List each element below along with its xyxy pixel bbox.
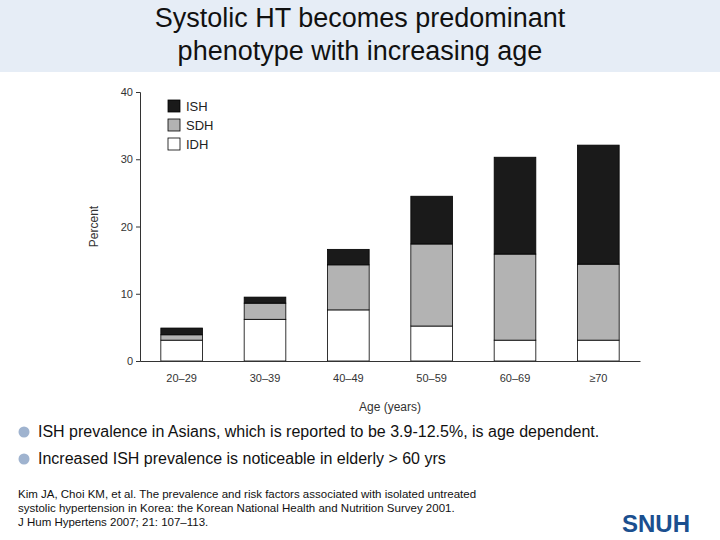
bar-series [161,310,619,361]
bar [411,196,453,244]
tick: 50–59 [416,361,447,384]
tick-label: 0 [127,355,133,367]
legend-item: ISH [168,99,208,114]
bar [161,335,203,340]
legend-swatch [168,119,180,131]
tick-label: 20–29 [166,372,197,384]
citation-line: Kim JA, Choi KM, et al. The prevalence a… [18,488,476,500]
bullet-marker [19,454,30,465]
citation-line: systolic hypertension in Korea: the Kore… [18,502,455,514]
tick-label: 60–69 [500,372,531,384]
tick-label: 40 [121,86,133,98]
bar [161,328,203,335]
legend-swatch [168,100,180,112]
tick: 20–29 [166,361,197,384]
bar-series [161,244,619,340]
axis-line [141,361,641,362]
page: {"chart_data": {"type": "bar", "title": … [0,0,720,540]
tick: 40–49 [333,361,364,384]
bullet-marker [19,427,30,438]
tick-label: 30–39 [250,372,281,384]
legend-item: IDH [168,137,208,152]
bar [328,249,370,264]
tick-label: ≥70 [589,372,607,384]
tick-label: 50–59 [416,372,447,384]
bar [494,157,536,254]
bar [578,264,620,340]
bullet-text: Increased ISH prevalence is noticeable i… [38,450,446,467]
tick: 20 [121,221,140,233]
bar [578,340,620,361]
bar-series [161,145,619,335]
tick-mark [136,159,140,160]
bar [161,340,203,361]
tick-label: 30 [121,153,133,165]
tick-mark [136,92,140,93]
bar [578,145,620,264]
tick: 40 [121,86,140,98]
tick: 30 [121,153,140,165]
chart: 0 10 20 30 40 20–29 30–39 40–49 50–59 60–69 ≥70 Age… [0,0,720,540]
y-axis-title: Percent [87,205,101,247]
citation: Kim JA, Choi KM, et al. The prevalence a… [18,488,476,528]
bar [411,244,453,326]
tick: 0 [127,355,140,367]
tick: 60–69 [500,361,531,384]
tick: 10 [121,288,140,300]
bar [328,265,370,310]
bullets: ISH prevalence in Asians, which is repor… [19,423,600,467]
tick-mark [136,227,140,228]
legend-label: IDH [186,137,208,152]
logo: SNUH [622,510,690,537]
legend-swatch [168,138,180,150]
x-axis-title: Age (years) [359,400,421,414]
bar [494,340,536,361]
x-axis: 20–29 30–39 40–49 50–59 60–69 ≥70 [141,361,641,384]
tick-label: 40–49 [333,372,364,384]
axis-line [136,93,141,362]
bar [244,319,286,361]
bar [328,310,370,361]
legend: ISH SDH IDH [168,99,213,152]
tick-mark [136,361,140,362]
tick-label: 10 [121,288,133,300]
bullet-text: ISH prevalence in Asians, which is repor… [38,423,599,440]
legend-label: ISH [186,99,208,114]
bar [411,326,453,361]
legend-item: SDH [168,118,213,133]
tick-label: 20 [121,221,133,233]
bars [161,145,619,361]
bar [244,303,286,319]
y-axis: 0 10 20 30 40 [121,86,141,367]
citation-line: J Hum Hypertens 2007; 21: 107–113. [18,516,208,528]
tick-mark [136,294,140,295]
tick: ≥70 [589,361,607,384]
title: Systolic HT becomes predominant phenotyp… [120,2,600,68]
bar [244,297,286,303]
legend-label: SDH [186,118,213,133]
tick: 30–39 [250,361,281,384]
bar [494,254,536,340]
